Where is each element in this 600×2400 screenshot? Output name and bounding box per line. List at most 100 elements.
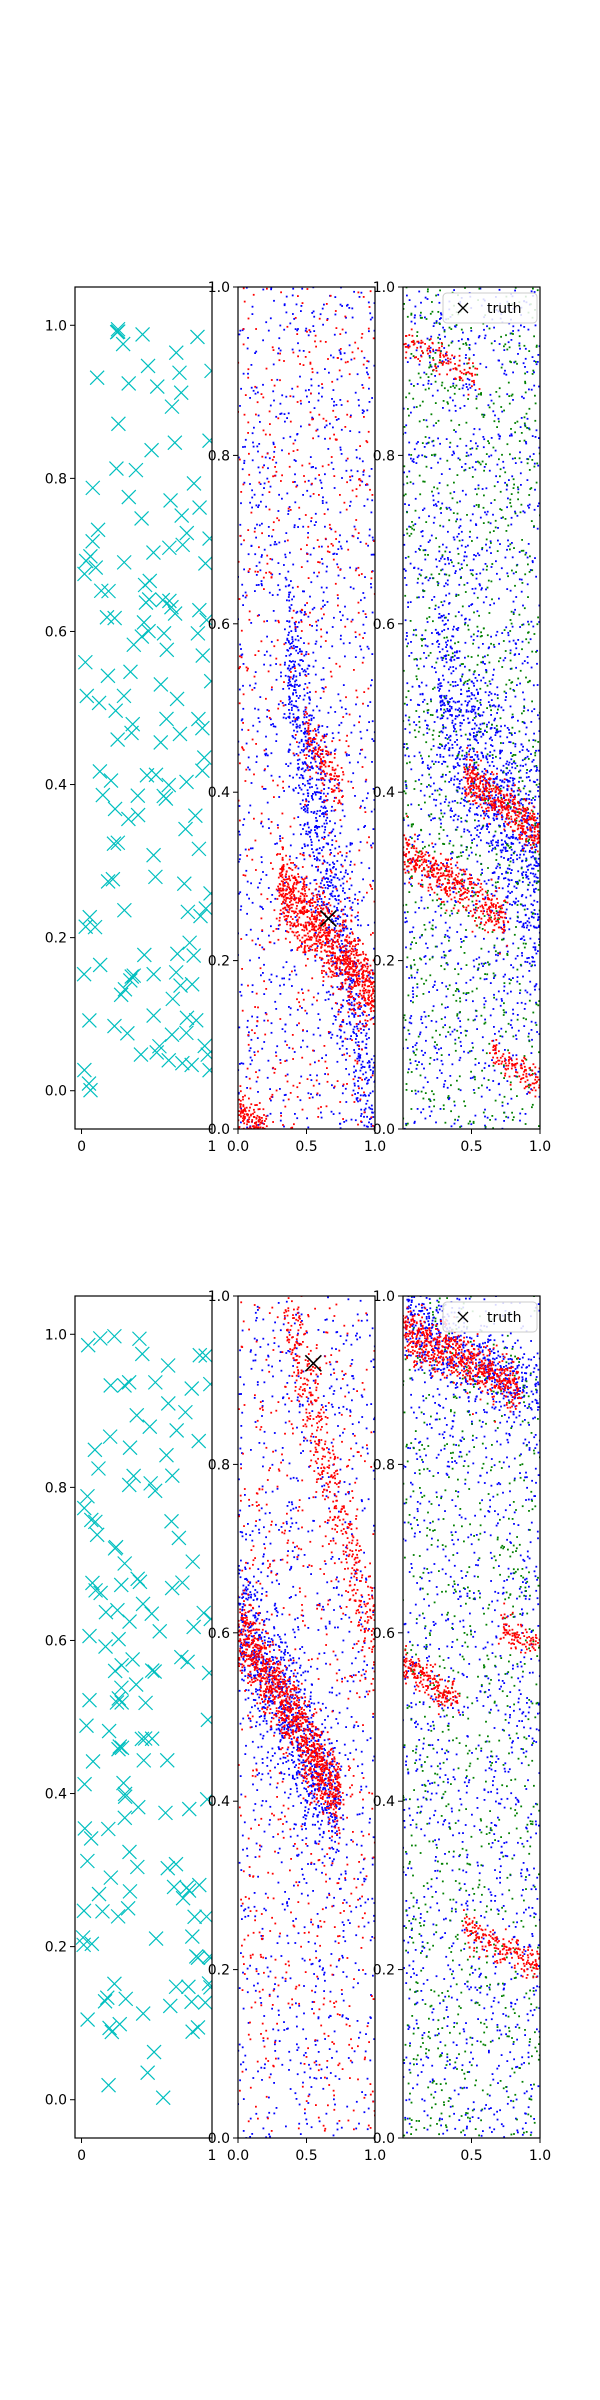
- data-point: [292, 692, 294, 695]
- data-point: [286, 878, 289, 880]
- data-point: [256, 523, 258, 526]
- data-point: [284, 553, 287, 556]
- data-point: [326, 733, 328, 736]
- data-point: [299, 648, 301, 650]
- data-point: [241, 747, 244, 750]
- data-point: [296, 912, 299, 915]
- sample-marker: [186, 476, 202, 491]
- data-point: [461, 792, 463, 795]
- data-point: [308, 1097, 311, 1099]
- data-point: [432, 444, 435, 447]
- data-point: [368, 306, 371, 308]
- data-point: [440, 822, 442, 825]
- data-point: [340, 939, 343, 942]
- data-point: [271, 1093, 274, 1096]
- data-point: [238, 667, 241, 670]
- data-point: [533, 508, 536, 511]
- data-point: [432, 1005, 435, 1008]
- data-point: [303, 749, 305, 751]
- data-point: [368, 1094, 370, 1097]
- data-point: [286, 923, 288, 926]
- data-point: [297, 717, 300, 719]
- data-point: [331, 761, 333, 764]
- data-point: [425, 442, 428, 445]
- data-point: [345, 740, 348, 742]
- sample-marker: [202, 1062, 212, 1078]
- data-point: [478, 554, 481, 557]
- data-point: [299, 674, 301, 677]
- data-point: [277, 619, 280, 622]
- data-point: [356, 470, 359, 473]
- sample-marker: [138, 595, 154, 611]
- data-point: [331, 791, 333, 793]
- data-point: [322, 591, 325, 594]
- data-point: [404, 921, 407, 924]
- data-point: [296, 610, 299, 613]
- data-point: [292, 713, 295, 716]
- data-point: [346, 973, 349, 975]
- data-point: [323, 805, 326, 808]
- data-point: [330, 910, 333, 913]
- data-point: [335, 886, 337, 888]
- data-point: [301, 906, 304, 909]
- data-point: [323, 831, 326, 834]
- data-point: [482, 1049, 484, 1052]
- data-point: [300, 768, 303, 771]
- data-point: [294, 460, 297, 462]
- data-point: [356, 1057, 359, 1060]
- data-point: [335, 404, 338, 406]
- data-point: [271, 458, 274, 461]
- data-point: [327, 938, 330, 941]
- data-point: [336, 932, 339, 935]
- data-point: [370, 1116, 373, 1119]
- data-point: [408, 1033, 411, 1035]
- data-point: [338, 930, 340, 933]
- data-point: [268, 934, 270, 937]
- data-point: [324, 368, 326, 370]
- data-point: [323, 860, 326, 863]
- data-point: [367, 1125, 369, 1128]
- data-point: [512, 611, 515, 614]
- data-point: [286, 885, 289, 888]
- sample-marker: [167, 435, 183, 451]
- data-point: [327, 932, 330, 934]
- data-point: [317, 852, 320, 855]
- data-point: [354, 893, 357, 896]
- data-point: [354, 980, 356, 983]
- data-point: [300, 620, 303, 623]
- data-point: [282, 911, 285, 914]
- data-point: [348, 936, 351, 939]
- data-point: [253, 1116, 256, 1118]
- data-point: [333, 789, 336, 792]
- data-point: [304, 730, 306, 733]
- data-point: [288, 703, 290, 705]
- data-point: [349, 479, 352, 482]
- data-point: [298, 784, 300, 787]
- data-point: [306, 764, 309, 767]
- data-point: [521, 819, 523, 822]
- data-point: [355, 974, 357, 976]
- data-point: [349, 943, 352, 945]
- data-point: [326, 318, 329, 320]
- data-point: [240, 1115, 242, 1118]
- data-point: [354, 341, 357, 344]
- data-point: [308, 424, 311, 426]
- data-point: [288, 1046, 291, 1049]
- sample-marker: [161, 777, 177, 793]
- data-point: [521, 640, 524, 643]
- data-point: [348, 945, 351, 948]
- data-point: [347, 745, 350, 748]
- data-point: [498, 437, 501, 440]
- data-point: [288, 647, 291, 650]
- data-point: [484, 1062, 487, 1065]
- data-point: [309, 411, 312, 414]
- data-point: [289, 697, 291, 700]
- data-point: [278, 883, 281, 885]
- data-point: [344, 655, 346, 658]
- data-point: [502, 460, 505, 463]
- data-point: [308, 888, 311, 891]
- data-point: [351, 901, 354, 904]
- data-point: [304, 769, 307, 771]
- data-point: [326, 799, 328, 802]
- data-point: [309, 930, 311, 932]
